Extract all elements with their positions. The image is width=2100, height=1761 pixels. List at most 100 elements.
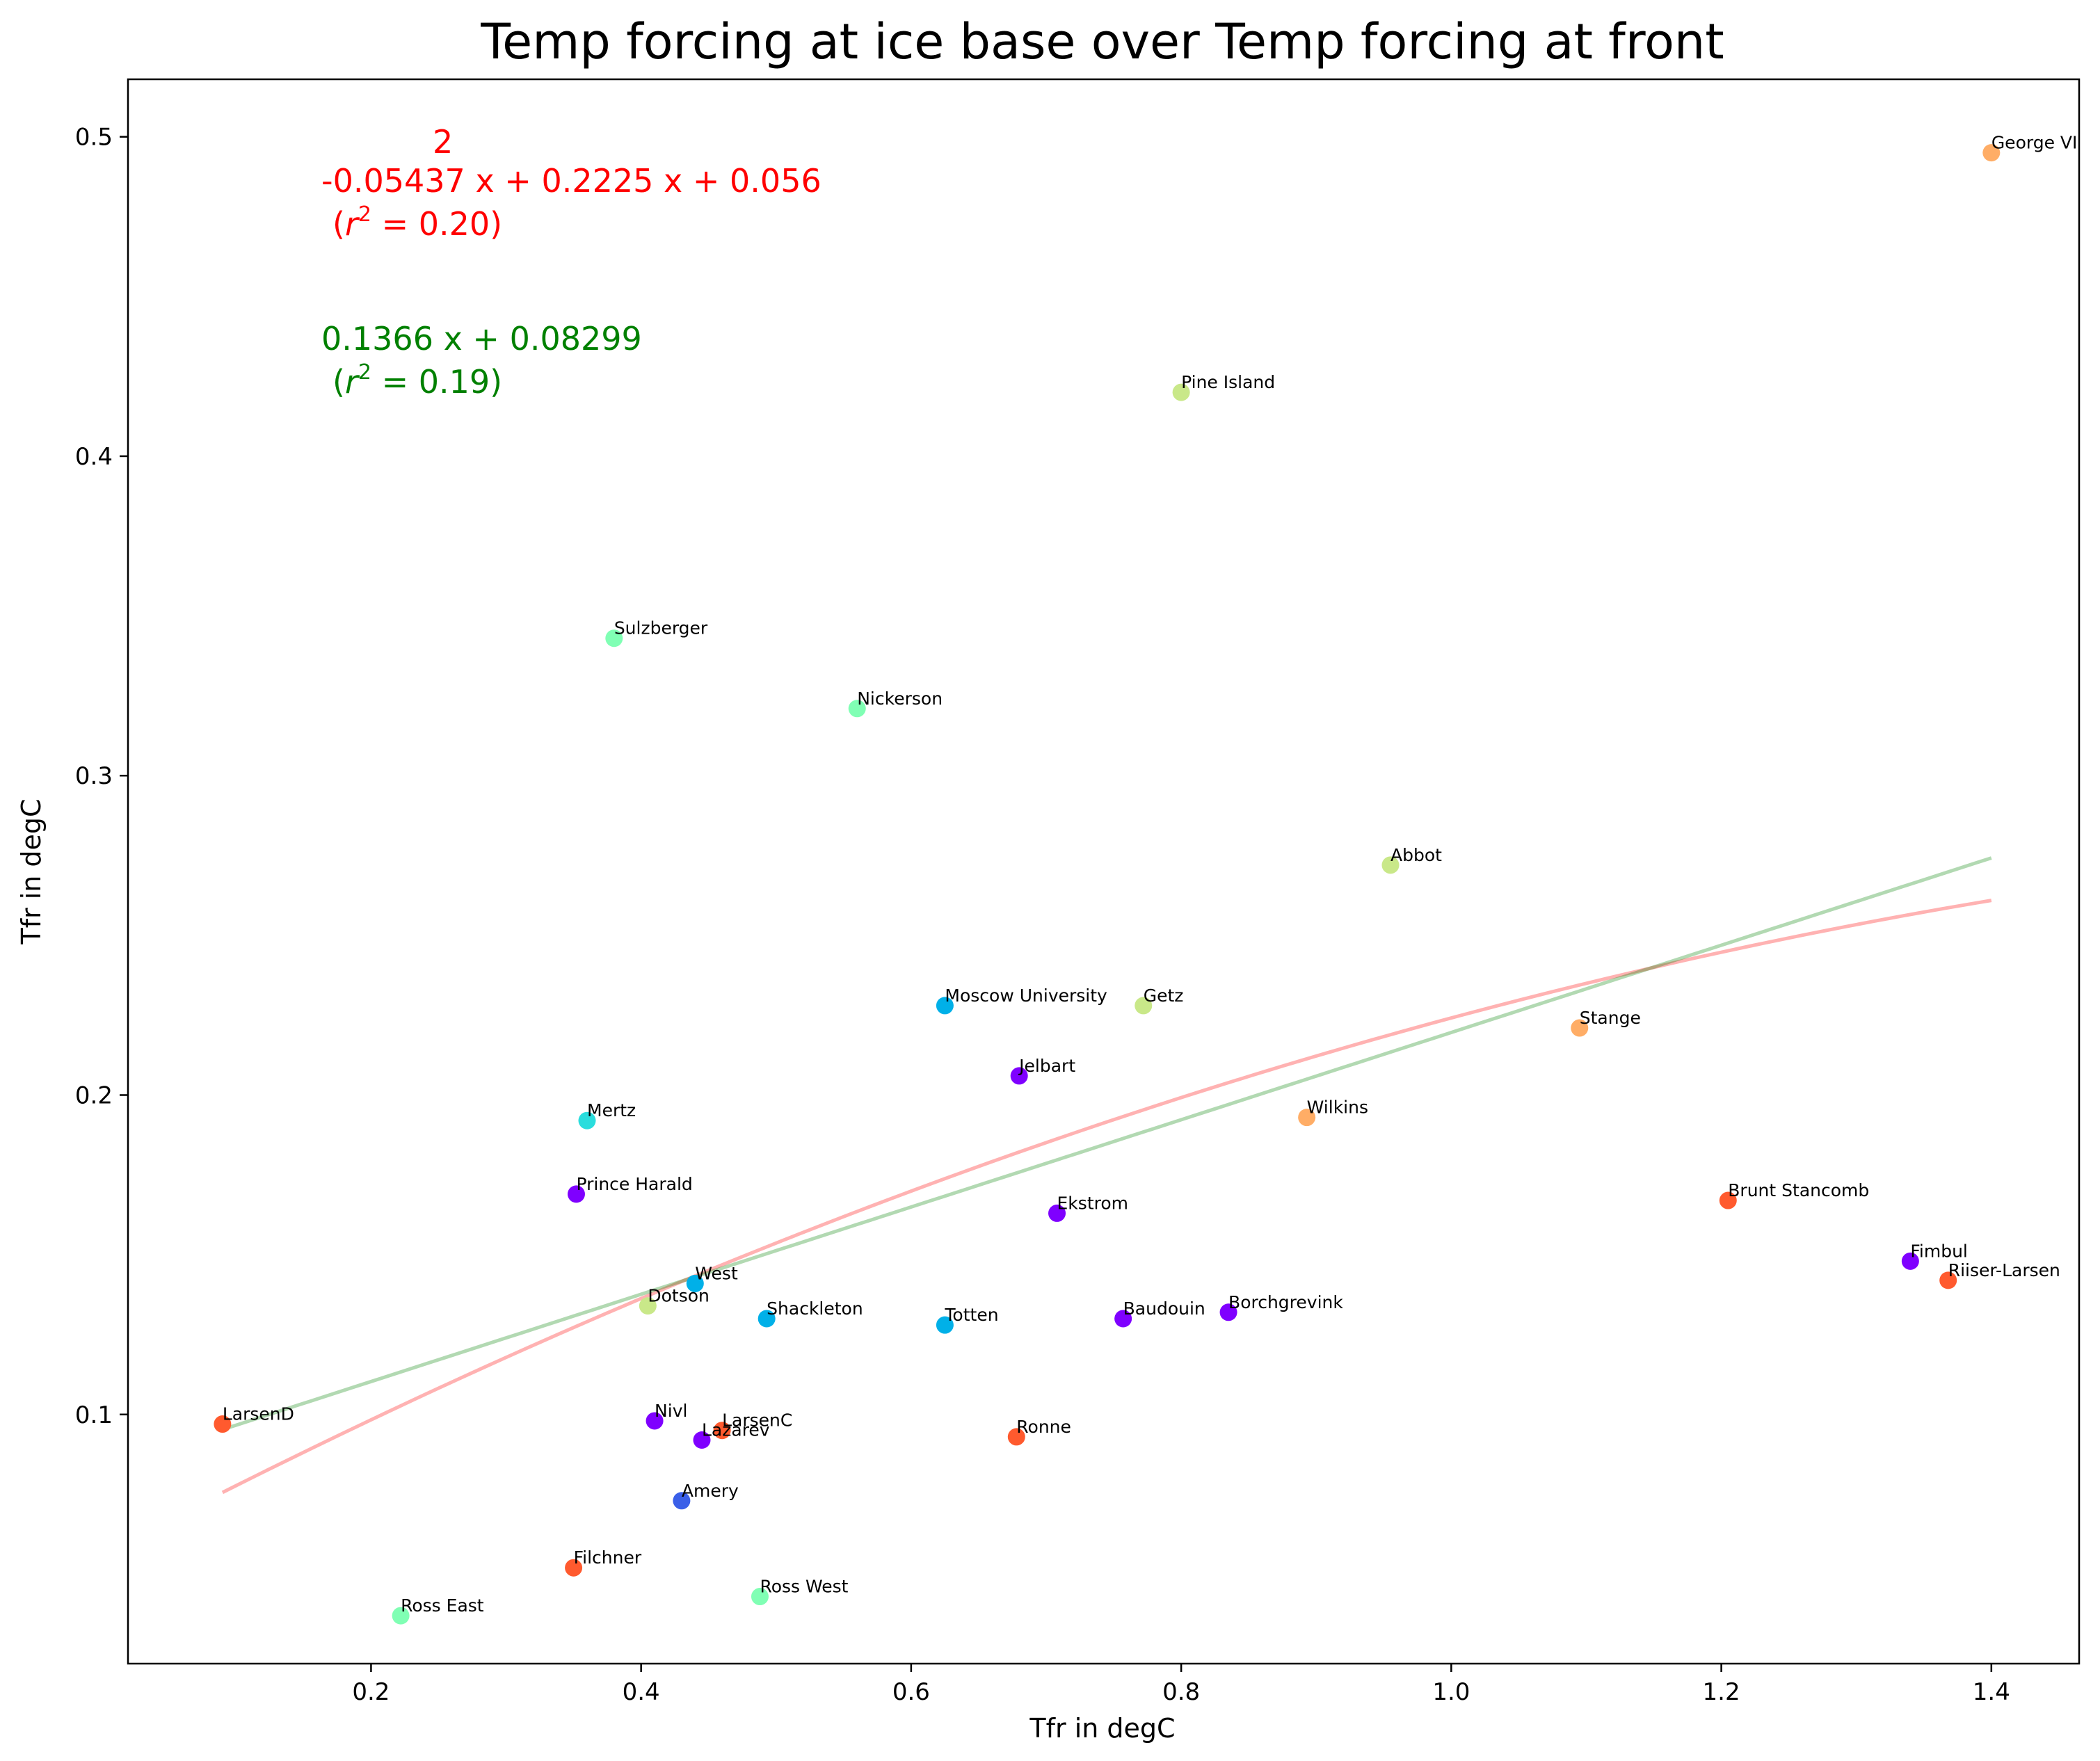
data-point-label: Stange <box>1580 1008 1641 1028</box>
data-point-label: Moscow University <box>945 986 1107 1006</box>
linear-fit-line <box>222 856 1992 1431</box>
data-point-label: Wilkins <box>1307 1097 1368 1118</box>
data-point <box>646 1412 664 1430</box>
data-point <box>567 1185 585 1203</box>
data-point-label: Nivl <box>655 1401 687 1421</box>
data-point <box>214 1415 232 1433</box>
data-point-label: Mertz <box>587 1100 636 1120</box>
data-point <box>1719 1191 1737 1209</box>
data-point <box>1381 856 1400 874</box>
data-point-label: Filchner <box>574 1547 642 1568</box>
quad-fit-r-squared: (r2 = 0.20) <box>332 202 502 243</box>
data-point <box>1007 1428 1025 1446</box>
data-point-label: George VI <box>1991 133 2078 153</box>
data-point-label: Riiser-Larsen <box>1948 1260 2060 1280</box>
linear-fit-annotation: 0.1366 x + 0.08299 (r2 = 0.19) <box>321 320 642 401</box>
data-point-label: Ekstrom <box>1057 1193 1128 1213</box>
data-point <box>1114 1310 1132 1328</box>
quad-r2-open: ( <box>332 205 345 243</box>
data-point <box>1901 1252 1919 1270</box>
data-point-label: Baudouin <box>1123 1298 1205 1319</box>
lin-fit-r-squared: (r2 = 0.19) <box>332 360 502 401</box>
y-tick-label: 0.3 <box>75 762 113 790</box>
data-point-label: Ronne <box>1016 1417 1071 1437</box>
quadratic-fit-line <box>221 899 1992 1495</box>
data-point <box>686 1274 704 1292</box>
quad-fit-exponent: 2 <box>433 123 453 161</box>
x-tick-label: 1.2 <box>1703 1678 1740 1706</box>
data-point <box>1048 1204 1066 1222</box>
data-point-label: Dotson <box>648 1286 710 1306</box>
data-point-label: LarsenD <box>223 1404 294 1424</box>
x-tick-label: 0.6 <box>892 1678 930 1706</box>
data-point-label: Borchgrevink <box>1228 1292 1343 1312</box>
data-point <box>1939 1271 1957 1289</box>
x-tick-label: 1.4 <box>1973 1678 2010 1706</box>
data-point-label: Amery <box>682 1481 739 1501</box>
y-tick-label: 0.5 <box>75 124 113 152</box>
x-tick-label: 0.8 <box>1162 1678 1200 1706</box>
quad-fit-equation: -0.05437 x + 0.2225 x + 0.056 <box>321 162 821 200</box>
data-point <box>605 629 623 648</box>
quad-r2-symbol: r <box>345 205 360 243</box>
data-point-label: Ross East <box>401 1595 484 1616</box>
data-point-label: Brunt Stancomb <box>1728 1180 1869 1200</box>
data-point <box>713 1422 731 1440</box>
data-point <box>758 1310 776 1328</box>
x-tick-label: 0.4 <box>623 1678 660 1706</box>
y-tick-label: 0.1 <box>75 1401 113 1429</box>
data-point <box>1172 383 1190 401</box>
lin-fit-equation: 0.1366 x + 0.08299 <box>321 320 642 357</box>
data-point-label: Sulzberger <box>614 618 708 638</box>
lin-r2-value: = 0.19) <box>371 363 502 401</box>
fit-lines <box>221 856 1992 1495</box>
data-point-label: Ross West <box>760 1577 848 1597</box>
data-point <box>1298 1109 1316 1127</box>
data-point-label: Jelbart <box>1018 1056 1075 1076</box>
x-tick-label: 1.0 <box>1432 1678 1470 1706</box>
data-point-label: Totten <box>944 1305 998 1325</box>
axis-ticks: 0.2 0.4 0.6 0.8 1.0 1.2 1.4 0.1 0.2 0.3 0.4 0.5 <box>75 124 2010 1706</box>
data-point <box>1571 1019 1589 1037</box>
data-point-label: LarsenC <box>722 1410 792 1431</box>
data-point <box>848 700 866 718</box>
data-point-label: Getz <box>1144 986 1184 1006</box>
data-point <box>392 1607 410 1625</box>
data-point <box>1982 144 2001 162</box>
chart-title: Temp forcing at ice base over Temp forci… <box>480 13 1724 70</box>
data-point <box>936 997 954 1015</box>
data-point <box>693 1431 711 1449</box>
quad-r2-sup: 2 <box>358 202 371 227</box>
data-point-label: Pine Island <box>1181 372 1275 392</box>
data-point-label: Nickerson <box>857 689 943 709</box>
data-point <box>751 1588 769 1606</box>
data-point-label: Lazarev <box>702 1420 770 1440</box>
data-point-label: West <box>695 1263 738 1283</box>
plot-area-frame <box>127 78 2081 1665</box>
data-point <box>936 1316 954 1334</box>
x-axis-label: Tfr in degC <box>1029 1713 1175 1744</box>
data-point <box>639 1297 657 1315</box>
data-point-label: Prince Harald <box>576 1174 692 1194</box>
lin-r2-sup: 2 <box>358 360 371 385</box>
data-point <box>1219 1303 1237 1321</box>
lin-r2-symbol: r <box>345 363 360 401</box>
data-point <box>1010 1067 1028 1085</box>
data-points <box>214 144 2001 1625</box>
y-axis-label: Tfr in degC <box>16 798 47 944</box>
data-point-label: Abbot <box>1390 845 1442 865</box>
data-point <box>1135 997 1153 1015</box>
y-tick-label: 0.2 <box>75 1081 113 1109</box>
data-point <box>565 1559 583 1577</box>
data-point <box>673 1492 691 1510</box>
lin-r2-open: ( <box>332 363 345 401</box>
x-tick-label: 0.2 <box>352 1678 390 1706</box>
quad-r2-value: = 0.20) <box>371 205 502 243</box>
point-labels: George VI Pine Island Sulzberger Nickerson A… <box>223 133 2078 1616</box>
y-tick-label: 0.4 <box>75 443 113 471</box>
data-point <box>578 1111 596 1129</box>
data-point-label: Shackleton <box>767 1298 863 1319</box>
data-point-label: Fimbul <box>1910 1241 1968 1261</box>
